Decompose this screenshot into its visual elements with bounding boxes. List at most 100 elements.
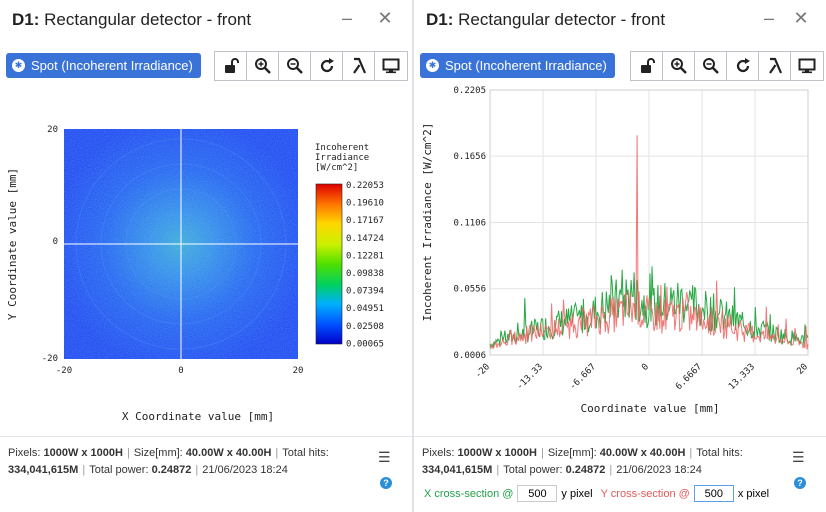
y-cross-section-series [489, 135, 809, 350]
unlock-button[interactable] [631, 52, 663, 80]
window-title: D1: Rectangular detector - front [12, 10, 251, 30]
x-cross-section-input[interactable] [517, 485, 558, 502]
title-text: Rectangular detector - front [44, 10, 252, 29]
pixels-label: Pixels: [8, 447, 41, 459]
zoom-in-icon [254, 58, 271, 74]
refresh-button[interactable] [727, 52, 759, 80]
title-text: Rectangular detector - front [458, 10, 666, 29]
title-bar: D1: Rectangular detector - front – ✕ [0, 0, 412, 40]
unlock-button[interactable] [215, 52, 247, 80]
display-button[interactable] [791, 52, 823, 80]
x-tick-label: -20 [56, 366, 72, 376]
x-tick-label: 13.333 [727, 362, 757, 392]
y-tick-label: 0.0006 [453, 351, 486, 361]
colorbar-tick: 0.12281 [346, 251, 384, 261]
zoom-out-icon [286, 58, 303, 74]
colorbar-tick: 0.19610 [346, 199, 384, 209]
window-title: D1: Rectangular detector - front [426, 10, 665, 30]
spot-button-label: Spot (Incoherent Irradiance) [445, 58, 607, 73]
hamburger-menu-icon[interactable]: ☰ [378, 449, 391, 465]
close-icon[interactable]: ✕ [793, 8, 809, 28]
colorbar-tick: 0.22053 [346, 181, 384, 191]
y-tick-label: 0.1656 [453, 152, 486, 162]
unlock-icon [640, 58, 655, 73]
wavelength-button[interactable] [343, 52, 375, 80]
help-icon[interactable]: ? [794, 477, 806, 489]
chart-series [489, 135, 809, 350]
lambda-icon [768, 57, 782, 74]
colorbar-tick: 0.02508 [346, 322, 384, 332]
x-tick-label: 20 [795, 362, 810, 377]
y-cross-section-input[interactable] [693, 485, 734, 502]
colorbar-title: Incoherent [315, 143, 369, 153]
hamburger-menu-icon[interactable]: ☰ [792, 449, 805, 465]
spot-button-label: Spot (Incoherent Irradiance) [31, 58, 193, 73]
monitor-icon [382, 58, 400, 74]
x-axis-label: X Coordinate value [mm] [122, 410, 274, 423]
zoom-out-icon [702, 58, 719, 74]
toolbar [630, 51, 824, 81]
x-tick-label: -13.33 [515, 362, 545, 392]
colorbar-tick: 0.09838 [346, 269, 384, 279]
wavelength-button[interactable] [759, 52, 791, 80]
colorbar-tick: 0.17167 [346, 216, 384, 226]
y-axis-label: Incoherent Irradiance [W/cm^2] [421, 123, 434, 322]
y-tick-label: 20 [47, 125, 58, 135]
size-label: Size[mm]: [133, 447, 183, 459]
spot-button[interactable]: ✱ Spot (Incoherent Irradiance) [6, 53, 201, 78]
minimize-icon[interactable]: – [763, 8, 774, 28]
detector-window-right: D1: Rectangular detector - front – ✕ ✱ Sp… [414, 0, 826, 512]
y-cross-section-label: Y cross-section @ [600, 487, 690, 500]
toolbar [214, 51, 408, 81]
y-cross-section-unit: x pixel [737, 487, 770, 500]
pixels-label: Pixels: [422, 447, 455, 459]
power-value: 0.24872 [151, 464, 192, 476]
hits-label: Total hits: [696, 447, 743, 459]
size-value: 40.00W x 40.00H [599, 447, 686, 459]
y-tick-label: 0.2205 [453, 86, 486, 96]
y-tick-label: -20 [42, 354, 58, 364]
x-tick-label: 0 [640, 362, 651, 373]
y-tick-label: 0.0556 [453, 285, 486, 295]
zoom-in-button[interactable] [247, 52, 279, 80]
status-footer: Pixels: 1000W x 1000H | Size[mm]: 40.00W x… [414, 436, 826, 512]
detector-info: Pixels: 1000W x 1000H | Size[mm]: 40.00W x… [8, 447, 329, 476]
chart-grid [489, 89, 809, 356]
zoom-out-button[interactable] [279, 52, 311, 80]
y-axis-label: Y Coordinate value [mm] [6, 168, 19, 320]
refresh-button[interactable] [311, 52, 343, 80]
x-cross-section-series [489, 266, 809, 350]
status-footer: Pixels: 1000W x 1000H | Size[mm]: 40.00W x… [0, 436, 412, 512]
power-label: Total power: [89, 464, 149, 476]
colorbar-title: Irradiance [315, 153, 369, 163]
colorbar-tick: 0.14724 [346, 234, 384, 244]
cross-section-controls: X cross-section @ y pixel Y cross-sectio… [424, 485, 769, 502]
cross-section-chart: -20 -13.33 -6.667 0 6.6667 13.333 20 0.0006 0.05… [421, 86, 810, 415]
asterisk-icon: ✱ [426, 59, 439, 72]
colorbar-title: [W/cm^2] [315, 163, 358, 173]
zoom-in-icon [670, 58, 687, 74]
display-button[interactable] [375, 52, 407, 80]
hits-value: 334,041,615M [8, 464, 79, 476]
spot-button[interactable]: ✱ Spot (Incoherent Irradiance) [420, 53, 615, 78]
lambda-icon [352, 57, 366, 74]
colorbar-tick: 0.07394 [346, 287, 384, 297]
x-tick-label: -20 [474, 362, 493, 381]
refresh-icon [736, 58, 750, 73]
close-icon[interactable]: ✕ [377, 8, 393, 28]
zoom-out-button[interactable] [695, 52, 727, 80]
y-tick-label: 0.1106 [453, 218, 486, 228]
zoom-in-button[interactable] [663, 52, 695, 80]
title-prefix: D1: [426, 10, 454, 29]
colorbar-tick: 0.00065 [346, 339, 384, 349]
minimize-icon[interactable]: – [341, 8, 352, 28]
hits-value: 334,041,615M [422, 464, 493, 476]
unlock-icon [224, 58, 239, 73]
title-prefix: D1: [12, 10, 40, 29]
hits-label: Total hits: [282, 447, 329, 459]
plot-frame [489, 89, 809, 356]
x-tick-label: 0 [178, 366, 183, 376]
help-icon[interactable]: ? [380, 477, 392, 489]
x-tick-label: -6.667 [568, 362, 598, 392]
x-cross-section-unit: y pixel [561, 487, 593, 500]
